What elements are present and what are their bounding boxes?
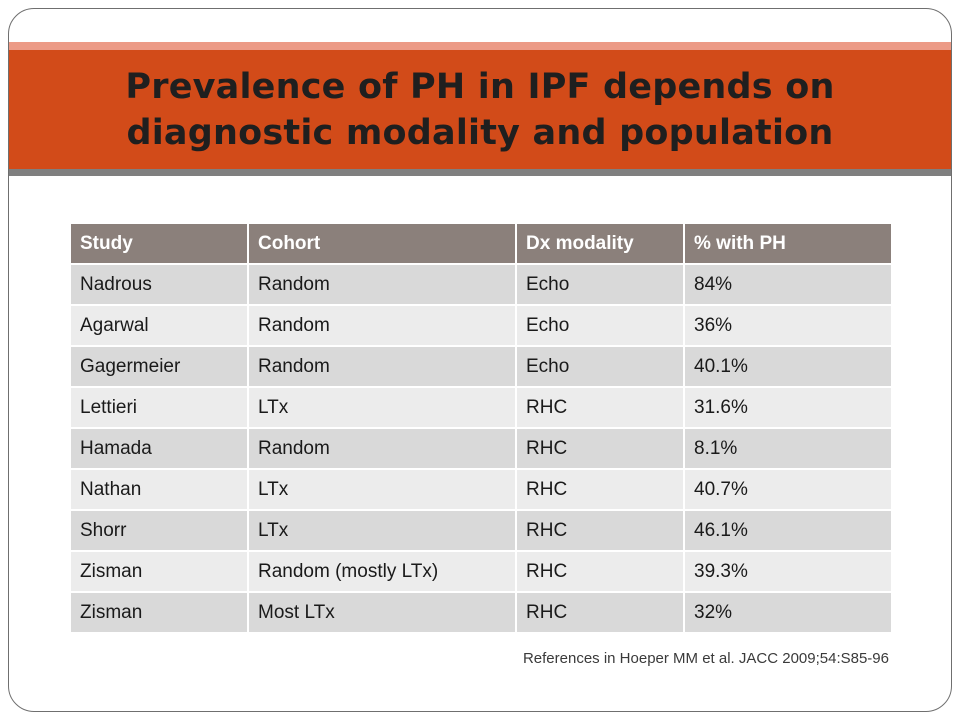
title-band: [9, 50, 951, 169]
slide-title-line-1: Prevalence of PH in IPF depends on: [125, 66, 835, 107]
cell-dx-modality: RHC: [517, 388, 683, 427]
table-row: Hamada Random RHC 8.1%: [71, 429, 891, 468]
table-row: Zisman Most LTx RHC 32%: [71, 593, 891, 632]
cell-cohort: LTx: [249, 388, 515, 427]
cell-percent-with-ph: 8.1%: [685, 429, 891, 468]
cell-dx-modality: RHC: [517, 511, 683, 550]
cell-percent-with-ph: 46.1%: [685, 511, 891, 550]
cell-cohort: LTx: [249, 511, 515, 550]
cell-percent-with-ph: 31.6%: [685, 388, 891, 427]
table-row: Nathan LTx RHC 40.7%: [71, 470, 891, 509]
cell-dx-modality: Echo: [517, 265, 683, 304]
cell-percent-with-ph: 32%: [685, 593, 891, 632]
cell-study: Shorr: [71, 511, 247, 550]
table-row: Shorr LTx RHC 46.1%: [71, 511, 891, 550]
cell-percent-with-ph: 36%: [685, 306, 891, 345]
cell-cohort: Random: [249, 347, 515, 386]
cell-study: Nadrous: [71, 265, 247, 304]
table-header-row: Study Cohort Dx modality % with PH: [71, 224, 891, 263]
cell-cohort: Most LTx: [249, 593, 515, 632]
cell-cohort: LTx: [249, 470, 515, 509]
cell-dx-modality: RHC: [517, 470, 683, 509]
cell-study: Hamada: [71, 429, 247, 468]
cell-study: Zisman: [71, 593, 247, 632]
table-row: Lettieri LTx RHC 31.6%: [71, 388, 891, 427]
table-row: Agarwal Random Echo 36%: [71, 306, 891, 345]
table-row: Gagermeier Random Echo 40.1%: [71, 347, 891, 386]
table-row: Nadrous Random Echo 84%: [71, 265, 891, 304]
table-row: Zisman Random (mostly LTx) RHC 39.3%: [71, 552, 891, 591]
cell-dx-modality: Echo: [517, 347, 683, 386]
cell-percent-with-ph: 39.3%: [685, 552, 891, 591]
cell-cohort: Random: [249, 265, 515, 304]
header-dx-modality: Dx modality: [517, 224, 683, 263]
cell-percent-with-ph: 40.1%: [685, 347, 891, 386]
cell-dx-modality: RHC: [517, 429, 683, 468]
cell-study: Agarwal: [71, 306, 247, 345]
slide-title-line-2: diagnostic modality and population: [126, 112, 834, 153]
cell-study: Gagermeier: [71, 347, 247, 386]
cell-dx-modality: RHC: [517, 593, 683, 632]
cell-cohort: Random (mostly LTx): [249, 552, 515, 591]
cell-percent-with-ph: 40.7%: [685, 470, 891, 509]
slide-title: Prevalence of PH in IPF depends on diagn…: [9, 50, 951, 169]
reference-citation: References in Hoeper MM et al. JACC 2009…: [522, 650, 889, 667]
cell-study: Nathan: [71, 470, 247, 509]
prevalence-table: Study Cohort Dx modality % with PH Nadro…: [69, 222, 893, 634]
cell-study: Lettieri: [71, 388, 247, 427]
title-accent-top: [9, 42, 951, 50]
cell-dx-modality: RHC: [517, 552, 683, 591]
cell-percent-with-ph: 84%: [685, 265, 891, 304]
header-study: Study: [71, 224, 247, 263]
header-percent-with-ph: % with PH: [685, 224, 891, 263]
cell-cohort: Random: [249, 429, 515, 468]
cell-cohort: Random: [249, 306, 515, 345]
cell-dx-modality: Echo: [517, 306, 683, 345]
title-accent-bottom: [9, 169, 951, 176]
cell-study: Zisman: [71, 552, 247, 591]
header-cohort: Cohort: [249, 224, 515, 263]
